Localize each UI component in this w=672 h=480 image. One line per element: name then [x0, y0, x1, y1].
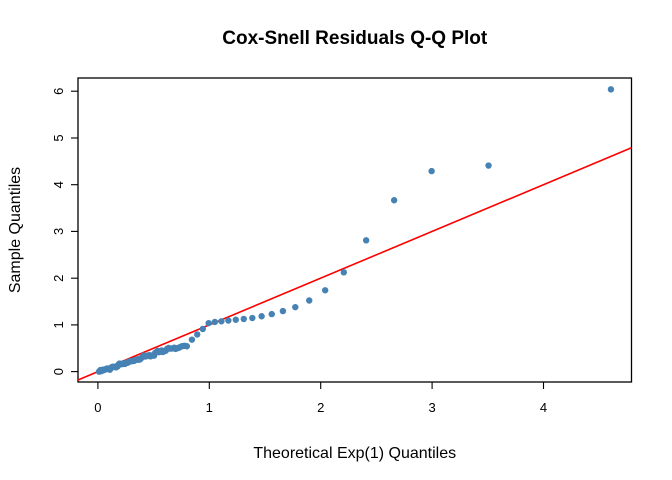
svg-text:6: 6	[51, 88, 66, 95]
svg-text:2: 2	[51, 275, 66, 282]
svg-text:1: 1	[51, 321, 66, 328]
svg-text:4: 4	[540, 400, 547, 415]
svg-text:3: 3	[51, 228, 66, 235]
svg-text:Cox-Snell Residuals Q-Q Plot: Cox-Snell Residuals Q-Q Plot	[222, 28, 488, 49]
svg-text:4: 4	[51, 181, 66, 188]
svg-text:Sample Quantiles: Sample Quantiles	[7, 167, 24, 293]
svg-text:1: 1	[206, 400, 213, 415]
svg-text:0: 0	[94, 400, 101, 415]
svg-text:2: 2	[317, 400, 324, 415]
svg-text:Theoretical Exp(1) Quantiles: Theoretical Exp(1) Quantiles	[253, 445, 456, 462]
svg-text:3: 3	[428, 400, 435, 415]
svg-text:5: 5	[51, 134, 66, 141]
svg-text:0: 0	[51, 368, 66, 375]
